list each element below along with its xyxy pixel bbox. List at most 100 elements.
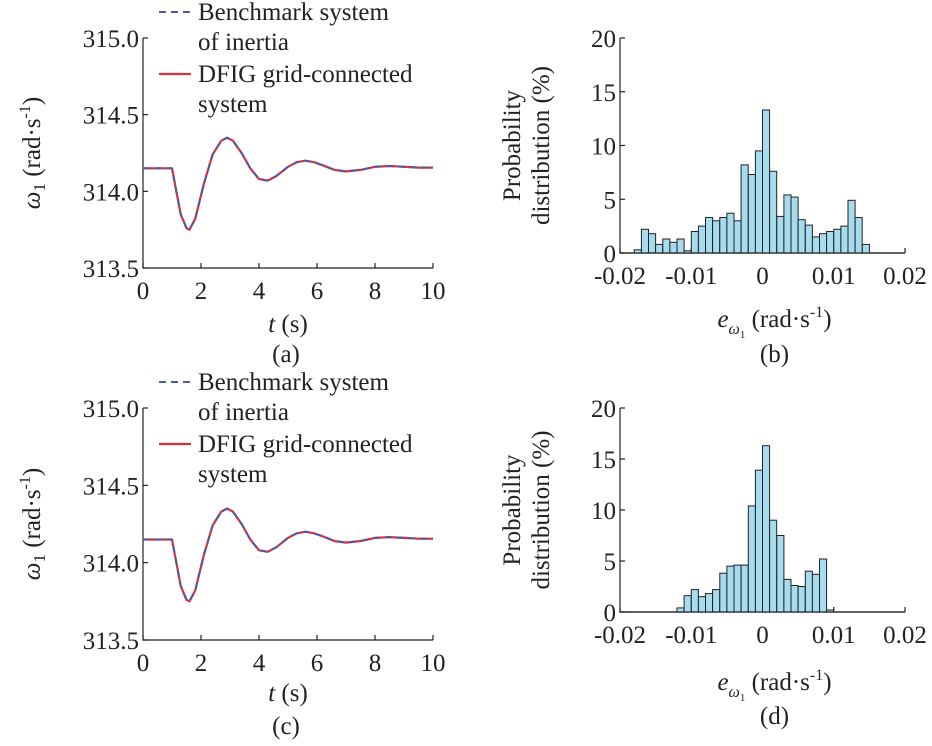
legend-entry: system bbox=[198, 91, 268, 118]
legend-entry: Benchmark system bbox=[198, 0, 389, 26]
panel-b: 0 5 10 15 20 -0.02 -0.01 0 0.01 0.02 eω1 (rad·s-1)… bbox=[499, 26, 927, 368]
histogram-bar bbox=[676, 238, 685, 254]
y-tick-label: 314.5 bbox=[83, 473, 139, 500]
histogram-bar bbox=[776, 215, 785, 254]
histogram-bar bbox=[676, 607, 685, 613]
histogram-bar bbox=[847, 199, 856, 254]
x-axis-label: eω1 (rad·s-1) bbox=[717, 304, 831, 341]
x-tick-label: 0 bbox=[756, 622, 769, 649]
histogram-bar bbox=[762, 445, 771, 613]
histogram-bar bbox=[840, 225, 849, 254]
histogram-bar bbox=[662, 238, 671, 254]
histogram-bar bbox=[754, 150, 764, 254]
panel-label: (c) bbox=[272, 713, 300, 740]
histogram-bar bbox=[783, 194, 792, 254]
y-axis-label-line2: distribution (%) bbox=[528, 430, 555, 589]
histogram-bar bbox=[804, 224, 813, 254]
histogram-bar bbox=[776, 535, 785, 613]
y-tick-label: 314.5 bbox=[83, 103, 139, 130]
histogram-bar bbox=[861, 243, 870, 254]
panel-c: 313.5 314.0 314.5 315.0 0 2 4 6 8 10 Benchmark sys… bbox=[17, 369, 446, 740]
x-tick-label: 6 bbox=[311, 650, 324, 677]
y-tick-label: 10 bbox=[591, 498, 616, 525]
histogram-bar bbox=[740, 564, 749, 613]
legend-entry: DFIG grid-connected bbox=[198, 61, 413, 88]
x-tick-label: 2 bbox=[195, 278, 208, 305]
histogram-bar bbox=[712, 589, 721, 613]
histogram-bar bbox=[819, 558, 828, 613]
histogram-bar bbox=[705, 217, 714, 254]
panel-label: (a) bbox=[272, 341, 300, 368]
series-benchmark-line bbox=[143, 507, 433, 603]
histogram-bar bbox=[790, 585, 799, 613]
histogram-bar bbox=[833, 228, 842, 254]
x-tick-label: 4 bbox=[253, 650, 266, 677]
histogram-bar bbox=[640, 228, 650, 254]
y-tick-label: 20 bbox=[591, 26, 616, 53]
histogram-bar bbox=[669, 241, 678, 254]
histogram-bar bbox=[712, 220, 721, 254]
histogram-bar bbox=[826, 231, 835, 254]
histogram-bar bbox=[726, 565, 735, 613]
panel-a: 313.5 314.0 314.5 315.0 0 2 4 6 8 10 Benchmark sys… bbox=[17, 0, 446, 368]
histogram-bar bbox=[733, 564, 742, 613]
x-tick-label: 0 bbox=[756, 263, 769, 290]
histogram-bar bbox=[697, 225, 707, 254]
histogram-bar bbox=[783, 578, 792, 613]
x-tick-label: 8 bbox=[369, 278, 382, 305]
legend-entry: DFIG grid-connected bbox=[198, 431, 413, 458]
legend-entry: of inertia bbox=[198, 29, 289, 56]
histogram-bar bbox=[740, 164, 749, 254]
y-axis-label: ω1 (rad·s-1) bbox=[17, 468, 49, 580]
histogram-bar bbox=[769, 519, 778, 613]
x-tick-label: -0.02 bbox=[594, 622, 646, 649]
panel-label: (b) bbox=[760, 341, 789, 368]
legend-entry: of inertia bbox=[198, 399, 289, 426]
histogram-bar bbox=[754, 469, 764, 613]
x-tick-label: 0.02 bbox=[883, 622, 927, 649]
x-tick-label: 0 bbox=[137, 650, 150, 677]
histogram-bar bbox=[690, 231, 699, 254]
y-tick-label: 10 bbox=[591, 134, 616, 161]
y-axis-label-line2: distribution (%) bbox=[528, 66, 555, 225]
histogram-bar bbox=[790, 196, 799, 254]
y-tick-label: 313.5 bbox=[83, 628, 139, 655]
histogram-bar bbox=[762, 109, 771, 254]
y-tick-label: 315.0 bbox=[83, 26, 139, 53]
y-tick-label: 314.0 bbox=[83, 551, 139, 578]
histogram-bar bbox=[854, 217, 863, 254]
x-tick-label: -0.01 bbox=[665, 622, 717, 649]
series-dfig-line bbox=[143, 136, 433, 231]
y-axis-label-line1: Probability bbox=[499, 89, 526, 201]
y-tick-label: 15 bbox=[591, 80, 616, 107]
x-tick-label: 0 bbox=[137, 278, 150, 305]
histogram-bar bbox=[769, 170, 778, 254]
histogram-bar bbox=[811, 573, 821, 613]
x-tick-label: 0.02 bbox=[883, 263, 927, 290]
y-tick-label: 0 bbox=[604, 241, 617, 268]
legend-entry: system bbox=[198, 461, 268, 488]
histogram-bar bbox=[697, 596, 707, 613]
y-tick-label: 313.5 bbox=[83, 256, 139, 283]
x-tick-label: 10 bbox=[421, 278, 446, 305]
histogram-bar bbox=[747, 505, 756, 613]
histogram-bar bbox=[683, 595, 692, 613]
x-axis-label: t (s) bbox=[268, 680, 308, 707]
y-tick-label: 5 bbox=[604, 549, 617, 576]
y-tick-label: 315.0 bbox=[83, 396, 139, 423]
y-tick-label: 314.0 bbox=[83, 179, 139, 206]
y-axis-label-line1: Probability bbox=[499, 454, 526, 566]
panel-d: 0 5 10 15 20 -0.02 -0.01 0 0.01 0.02 eω1 (rad·s-1)… bbox=[499, 396, 927, 730]
x-tick-label: 4 bbox=[253, 278, 266, 305]
x-tick-label: -0.01 bbox=[665, 263, 717, 290]
histogram-bar bbox=[747, 174, 756, 254]
histogram-bar bbox=[705, 593, 714, 613]
x-tick-label: 6 bbox=[311, 278, 324, 305]
histogram-bar bbox=[804, 570, 813, 613]
y-axis-label: ω1 (rad·s-1) bbox=[17, 97, 49, 209]
histogram-bar bbox=[797, 219, 806, 254]
legend-entry: Benchmark system bbox=[198, 369, 389, 396]
y-tick-label: 20 bbox=[591, 396, 616, 423]
x-tick-label: -0.02 bbox=[594, 263, 646, 290]
